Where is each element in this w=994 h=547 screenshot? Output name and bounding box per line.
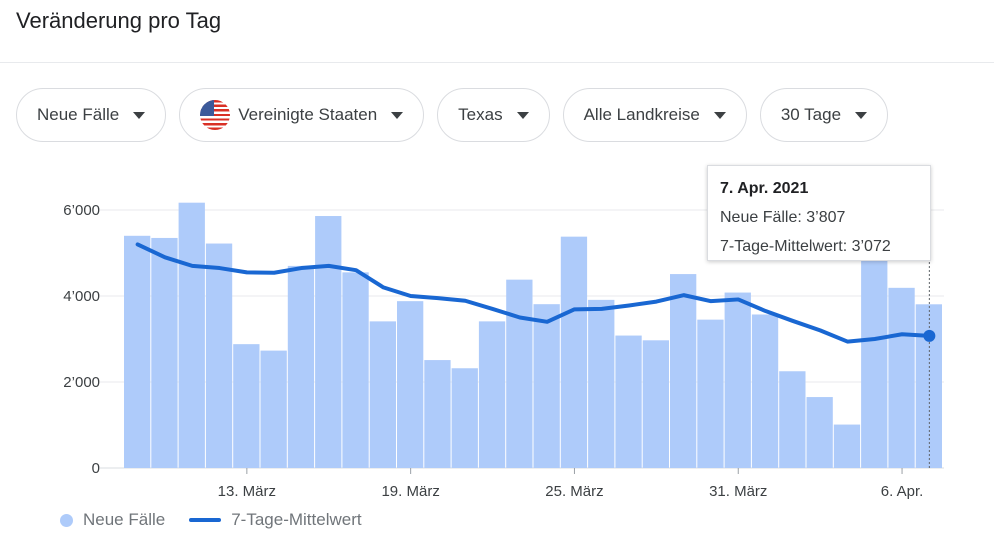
bar[interactable] xyxy=(560,236,588,468)
y-tick-label: 0 xyxy=(92,460,100,477)
bar[interactable] xyxy=(533,304,560,468)
tooltip-average: 7-Tage-Mittelwert: 3’072 xyxy=(720,238,891,255)
state-dropdown-label: Texas xyxy=(458,105,503,124)
bar[interactable] xyxy=(697,319,724,468)
bar[interactable] xyxy=(588,299,615,468)
bar[interactable] xyxy=(861,259,888,468)
x-tick-label: 19. März xyxy=(381,483,439,500)
state-dropdown[interactable]: Texas xyxy=(437,88,550,142)
chevron-down-icon xyxy=(516,111,529,119)
county-dropdown[interactable]: Alle Landkreise xyxy=(562,88,747,142)
bar[interactable] xyxy=(833,424,861,468)
filter-bar: Neue Fälle Vereinigte Staaten Texas Alle… xyxy=(16,88,889,142)
bar[interactable] xyxy=(233,344,260,468)
x-tick-label: 31. März xyxy=(709,483,767,500)
x-tick-label: 25. März xyxy=(545,483,603,500)
bar[interactable] xyxy=(670,274,697,468)
chevron-down-icon xyxy=(713,111,726,119)
highlight-point xyxy=(923,329,936,342)
chart-legend: Neue Fälle 7-Tage-Mittelwert xyxy=(60,510,362,530)
bar[interactable] xyxy=(806,397,833,468)
tooltip-cases: Neue Fälle: 3’807 xyxy=(720,209,846,226)
bar[interactable] xyxy=(724,292,751,468)
country-dropdown[interactable]: Vereinigte Staaten xyxy=(179,88,425,142)
chevron-down-icon xyxy=(855,111,868,119)
bar[interactable] xyxy=(642,340,669,468)
metric-dropdown-label: Neue Fälle xyxy=(37,105,120,124)
timerange-dropdown-label: 30 Tage xyxy=(780,105,842,124)
bar[interactable] xyxy=(888,287,915,468)
bar[interactable] xyxy=(178,202,205,468)
legend-line-swatch xyxy=(189,518,222,522)
legend-line-label: 7-Tage-Mittelwert xyxy=(231,510,362,529)
bar[interactable] xyxy=(315,216,342,468)
legend-bars-swatch xyxy=(60,513,73,527)
bar[interactable] xyxy=(424,360,451,468)
average-line xyxy=(135,242,932,344)
chart-tooltip: 7. Apr. 2021 Neue Fälle: 3’807 7-Tage-Mi… xyxy=(707,165,931,261)
bar[interactable] xyxy=(260,350,287,468)
x-tick-label: 6. Apr. xyxy=(881,483,924,500)
y-tick-label: 4’000 xyxy=(63,288,100,305)
y-tick-label: 6’000 xyxy=(63,202,100,219)
tooltip-date: 7. Apr. 2021 xyxy=(720,180,809,197)
chevron-down-icon xyxy=(133,111,146,119)
y-tick-label: 2’000 xyxy=(63,374,100,391)
timerange-dropdown[interactable]: 30 Tage xyxy=(759,88,889,142)
county-dropdown-label: Alle Landkreise xyxy=(583,105,700,124)
chevron-down-icon xyxy=(391,111,404,119)
bar[interactable] xyxy=(451,368,478,468)
bar[interactable] xyxy=(397,301,424,468)
bar[interactable] xyxy=(151,237,178,468)
bar[interactable] xyxy=(205,243,233,468)
bar[interactable] xyxy=(124,235,151,468)
bar[interactable] xyxy=(615,335,642,468)
bar[interactable] xyxy=(369,321,396,468)
bar[interactable] xyxy=(478,321,506,468)
page-title: Veränderung pro Tag xyxy=(16,8,222,33)
bar[interactable] xyxy=(506,279,533,468)
country-dropdown-label: Vereinigte Staaten xyxy=(238,105,378,124)
bar[interactable] xyxy=(342,272,369,468)
bar[interactable] xyxy=(751,314,779,468)
bar[interactable] xyxy=(287,265,315,468)
metric-dropdown[interactable]: Neue Fälle xyxy=(16,88,167,142)
bar[interactable] xyxy=(779,371,806,468)
legend-bars-label: Neue Fälle xyxy=(83,510,166,529)
x-tick-label: 13. März xyxy=(218,483,276,500)
us-flag-icon xyxy=(200,100,231,130)
divider xyxy=(0,62,994,63)
